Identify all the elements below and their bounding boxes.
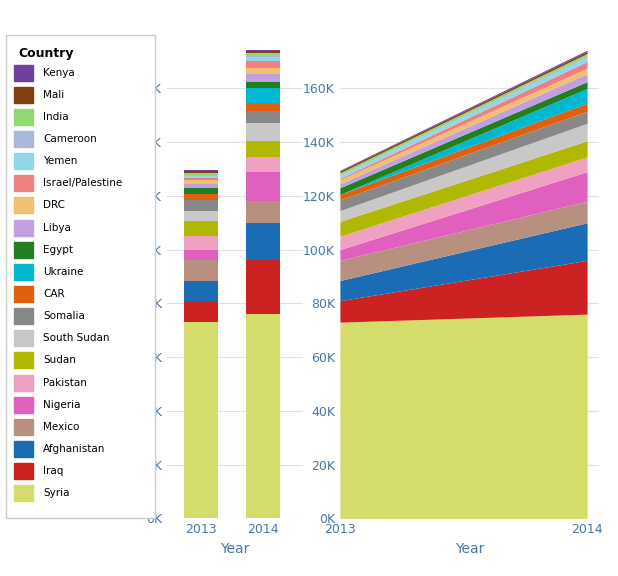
Bar <box>14 242 33 257</box>
Bar <box>184 195 218 200</box>
Bar <box>245 157 279 172</box>
Bar <box>184 170 218 171</box>
Text: Mexico: Mexico <box>43 422 80 432</box>
Bar <box>184 236 218 249</box>
Bar <box>245 141 279 157</box>
Text: Sudan: Sudan <box>43 355 76 365</box>
Text: Country: Country <box>18 47 74 60</box>
Text: DRC: DRC <box>43 200 66 210</box>
Bar <box>14 109 33 125</box>
Bar <box>245 103 279 111</box>
Bar <box>245 68 279 74</box>
Text: Egypt: Egypt <box>43 245 74 255</box>
Bar <box>184 179 218 180</box>
Bar <box>14 175 33 191</box>
Bar <box>245 123 279 141</box>
Bar <box>184 281 218 301</box>
Bar <box>245 58 279 62</box>
Bar <box>184 175 218 176</box>
Text: Cameroon: Cameroon <box>43 134 97 144</box>
Bar <box>14 308 33 324</box>
Bar <box>14 419 33 435</box>
Bar <box>184 180 218 184</box>
Bar <box>14 219 33 236</box>
Bar <box>184 171 218 173</box>
Bar <box>14 65 33 81</box>
Bar <box>184 249 218 260</box>
Bar <box>14 374 33 391</box>
Bar <box>184 301 218 322</box>
X-axis label: Year: Year <box>455 542 485 556</box>
Text: Pakistan: Pakistan <box>43 377 87 388</box>
Bar <box>184 188 218 195</box>
Text: Nigeria: Nigeria <box>43 400 81 410</box>
Text: Israel/Palestine: Israel/Palestine <box>43 179 122 188</box>
Text: Iraq: Iraq <box>43 466 64 476</box>
Bar <box>14 286 33 302</box>
Text: Mali: Mali <box>43 90 64 100</box>
Bar <box>245 260 279 314</box>
Bar <box>14 153 33 169</box>
Bar <box>14 353 33 369</box>
Text: Yemen: Yemen <box>43 156 78 166</box>
Bar <box>245 223 279 260</box>
Bar <box>245 56 279 58</box>
Bar <box>245 201 279 223</box>
Text: Somalia: Somalia <box>43 311 85 321</box>
Text: CAR: CAR <box>43 289 65 299</box>
Bar <box>14 198 33 214</box>
Bar <box>14 485 33 501</box>
Bar <box>184 176 218 179</box>
Bar <box>14 397 33 412</box>
Y-axis label: Fatalities: Fatalities <box>111 245 124 308</box>
Text: India: India <box>43 112 69 122</box>
Text: Libya: Libya <box>43 222 71 233</box>
Bar <box>184 211 218 221</box>
Bar <box>14 131 33 147</box>
Bar <box>14 87 33 103</box>
Bar <box>245 88 279 103</box>
Bar <box>184 322 218 518</box>
Bar <box>245 50 279 51</box>
X-axis label: Year: Year <box>220 542 250 556</box>
Bar <box>184 184 218 188</box>
Text: Kenya: Kenya <box>43 67 75 78</box>
Bar <box>245 111 279 123</box>
Text: Syria: Syria <box>43 488 70 498</box>
Text: Afghanistan: Afghanistan <box>43 444 106 454</box>
Bar <box>245 74 279 82</box>
Bar <box>245 62 279 68</box>
Bar <box>245 82 279 88</box>
Bar <box>14 330 33 346</box>
Bar <box>245 54 279 56</box>
Bar <box>184 200 218 211</box>
Bar <box>184 173 218 175</box>
Bar <box>184 260 218 281</box>
Bar <box>245 314 279 518</box>
Bar <box>184 221 218 236</box>
Text: Ukraine: Ukraine <box>43 267 83 277</box>
Bar <box>14 463 33 479</box>
Bar <box>14 441 33 457</box>
Bar <box>245 172 279 201</box>
Text: South Sudan: South Sudan <box>43 334 110 343</box>
Bar <box>245 51 279 54</box>
Bar <box>14 264 33 280</box>
